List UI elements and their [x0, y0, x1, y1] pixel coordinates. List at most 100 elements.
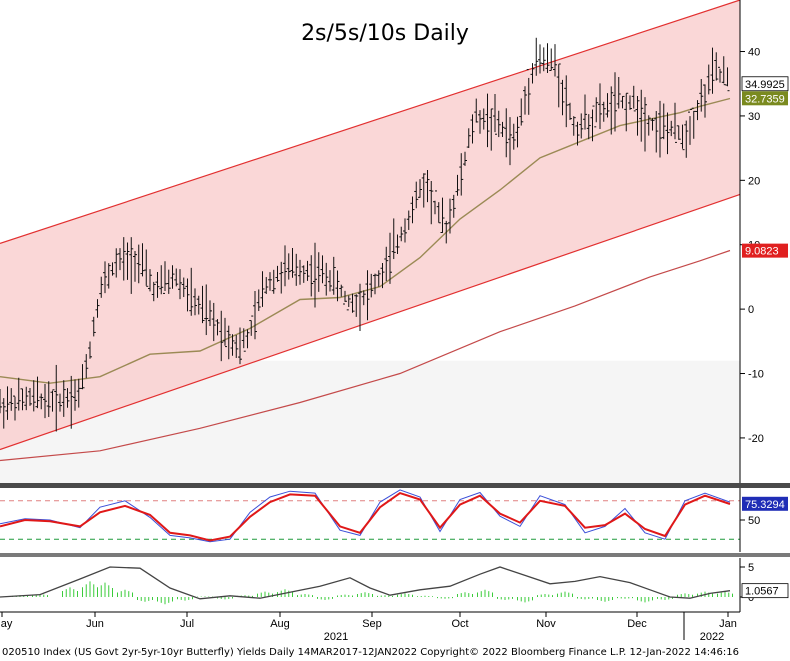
price-bar — [598, 83, 602, 130]
price-bar — [440, 197, 445, 233]
price-bar — [133, 250, 137, 282]
x-tick-label: Oct — [451, 618, 468, 630]
price-bar — [384, 246, 389, 282]
price-bar — [455, 174, 460, 196]
price-bar — [669, 120, 674, 137]
price-bar — [189, 267, 194, 316]
price-bar — [549, 48, 554, 72]
price-bar — [61, 380, 66, 417]
price-bar — [616, 77, 621, 109]
price-bar — [234, 334, 239, 358]
price-bar — [260, 271, 265, 307]
stoch-last-value: 75.3294 — [745, 499, 785, 511]
price-bar — [196, 295, 201, 315]
price-bar — [553, 44, 557, 77]
price-bar — [324, 262, 329, 296]
price-bar — [320, 255, 325, 284]
price-bar — [0, 388, 2, 414]
price-bar — [474, 98, 479, 123]
price-bar — [466, 128, 471, 148]
price-bar — [309, 255, 314, 297]
price-bar — [219, 310, 224, 362]
macd-y-tick-label: 5 — [748, 562, 754, 574]
price-bar — [710, 47, 715, 94]
price-bar — [1, 398, 6, 429]
price-bar — [241, 328, 246, 352]
price-bar — [339, 284, 344, 297]
stochastic-panel: 50 75.3294 — [0, 488, 788, 552]
price-bar — [361, 290, 366, 306]
price-bar — [635, 95, 640, 136]
price-bar — [166, 269, 171, 294]
price-last-value-badge-bg — [741, 76, 789, 92]
price-bar — [560, 79, 565, 116]
price-bar — [298, 259, 302, 285]
price-bar — [703, 84, 707, 118]
price-bar — [373, 273, 377, 295]
price-bar — [294, 253, 299, 286]
price-bar — [376, 270, 381, 287]
x-tick-label: Jul — [180, 618, 194, 630]
price-bar — [684, 120, 689, 158]
stoch-k-line — [0, 491, 731, 542]
price-bar — [380, 262, 385, 289]
price-bar — [601, 101, 606, 122]
price-bar — [579, 113, 584, 139]
price-bar — [193, 288, 197, 316]
macd-line — [0, 566, 731, 600]
price-bar — [39, 393, 44, 410]
price-bar — [208, 300, 212, 327]
price-bar — [283, 245, 287, 287]
price-bar — [114, 248, 119, 278]
price-bar — [58, 393, 62, 412]
main-price-panel — [0, 0, 741, 462]
price-bar — [80, 364, 85, 390]
main-y-tick-label: 30 — [748, 111, 760, 123]
price-bar — [485, 93, 490, 148]
x-year-label: 2021 — [324, 631, 348, 643]
x-year-label: 2022 — [700, 631, 724, 643]
ma-long-last-value-badge-bg — [742, 243, 788, 258]
price-bar — [414, 181, 419, 209]
price-bar — [95, 299, 100, 318]
price-bar — [256, 289, 261, 312]
price-bar — [530, 63, 535, 84]
price-bar — [504, 108, 509, 158]
price-bar — [43, 383, 47, 419]
macd-panel: 501.0567 — [0, 558, 789, 612]
price-bar — [545, 43, 550, 73]
price-bar — [121, 237, 126, 281]
price-last-value-badge: 34.9925 — [745, 79, 785, 91]
price-bar — [613, 72, 617, 132]
price-bar — [331, 256, 336, 295]
price-bar — [451, 194, 456, 218]
price-bar — [388, 232, 392, 284]
price-bar — [84, 354, 89, 379]
price-bar — [511, 123, 516, 150]
price-bar — [508, 117, 512, 166]
price-bar — [699, 78, 704, 112]
price-bar — [410, 196, 415, 224]
footer-text: 020510 Index (US Govt 2yr-5yr-10yr Butte… — [2, 647, 739, 658]
price-bar — [605, 93, 610, 118]
price-bar — [643, 97, 647, 152]
price-bar — [523, 86, 527, 115]
main-y-tick-label: 20 — [748, 175, 760, 187]
price-bar — [496, 110, 501, 138]
price-bar — [335, 270, 340, 302]
price-bar — [181, 277, 186, 298]
price-bar — [650, 118, 655, 131]
price-bar — [620, 95, 625, 109]
price-bar — [639, 89, 644, 142]
price-bar — [673, 102, 677, 143]
price-bar — [478, 110, 482, 134]
price-bar — [159, 265, 164, 295]
price-bar — [624, 92, 629, 132]
main-y-tick-label: -20 — [748, 433, 764, 445]
price-bar — [433, 190, 437, 215]
price-bar — [211, 302, 216, 342]
price-bar — [646, 115, 651, 136]
price-bar — [541, 47, 546, 72]
price-bar — [148, 269, 152, 292]
